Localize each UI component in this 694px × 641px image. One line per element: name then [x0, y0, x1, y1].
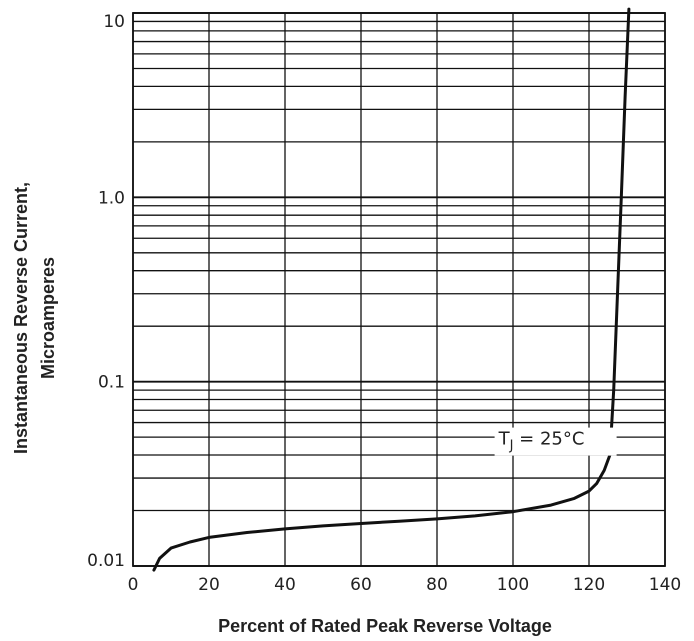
y-tick-label: 1.0 [98, 188, 125, 208]
x-tick-label: 120 [573, 575, 605, 595]
annotation-label: TJ = 25°C [498, 429, 585, 454]
x-axis-title: Percent of Rated Peak Reverse Voltage [218, 616, 552, 636]
x-tick-label: 20 [198, 575, 220, 595]
y-tick-label: 0.1 [98, 373, 125, 393]
x-tick-label: 100 [497, 575, 529, 595]
x-tick-label: 60 [350, 575, 372, 595]
y-axis-title-line1: Instantaneous Reverse Current, [11, 182, 31, 454]
x-tick-label: 40 [274, 575, 296, 595]
grid [132, 12, 666, 567]
y-axis-title-line2: Microamperes [38, 257, 58, 379]
x-axis-ticks: 0 20 40 60 80 100 120 140 [128, 575, 682, 595]
y-tick-label: 0.01 [87, 551, 125, 571]
x-tick-label: 140 [649, 575, 681, 595]
series-line [152, 7, 631, 572]
y-tick-label: 10 [103, 12, 125, 32]
temperature-annotation: TJ = 25°C [494, 427, 617, 456]
x-tick-label: 0 [128, 575, 139, 595]
y-axis-ticks: 0.01 0.1 1.0 10 [87, 12, 125, 571]
x-tick-label: 80 [426, 575, 448, 595]
plot-frame [132, 12, 666, 567]
y-axis-title: Instantaneous Reverse Current, Microampe… [11, 182, 58, 454]
